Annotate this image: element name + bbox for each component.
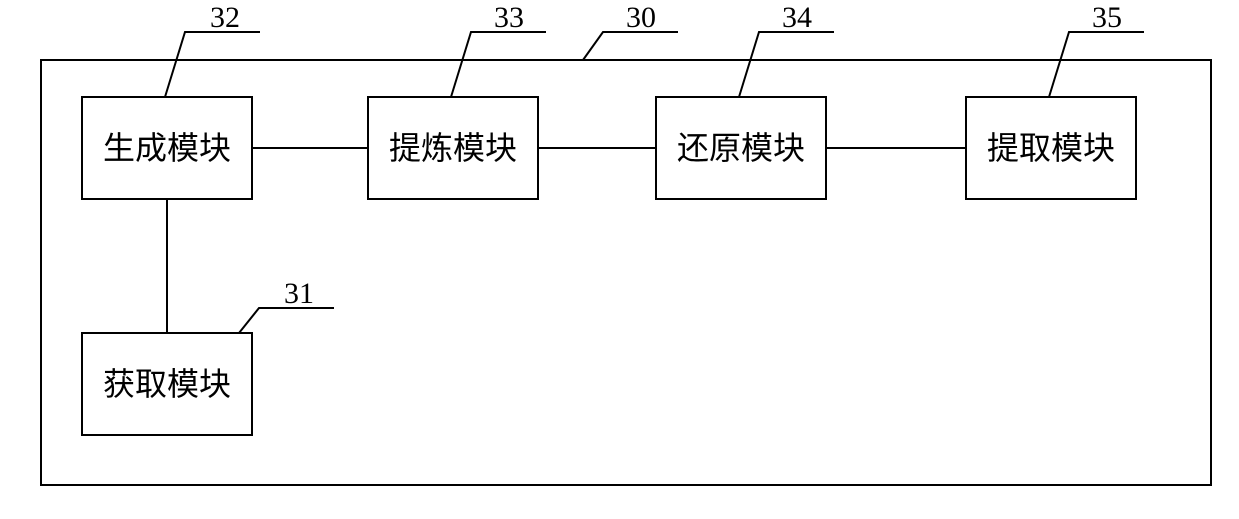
node-label: 获取模块: [103, 366, 231, 402]
node-n34: 还原模块: [656, 97, 826, 199]
callout-leader: [739, 32, 834, 97]
node-label: 提炼模块: [389, 130, 517, 166]
node-label: 生成模块: [103, 130, 231, 166]
callout-leader: [583, 32, 678, 60]
callout-label: 34: [782, 1, 812, 34]
callout-label: 31: [284, 277, 314, 310]
callout-label: 35: [1092, 1, 1122, 34]
callout-leader: [1049, 32, 1144, 97]
node-label: 提取模块: [987, 130, 1115, 166]
node-n32: 生成模块: [82, 97, 252, 199]
node-n35: 提取模块: [966, 97, 1136, 199]
callout-leader: [165, 32, 260, 97]
node-n33: 提炼模块: [368, 97, 538, 199]
callout-label: 33: [494, 1, 524, 34]
node-label: 还原模块: [677, 130, 805, 166]
callout-label: 30: [626, 1, 656, 34]
callout-label: 32: [210, 1, 240, 34]
callout-leader: [239, 308, 334, 333]
node-n31: 获取模块: [82, 333, 252, 435]
callout-leader: [451, 32, 546, 97]
